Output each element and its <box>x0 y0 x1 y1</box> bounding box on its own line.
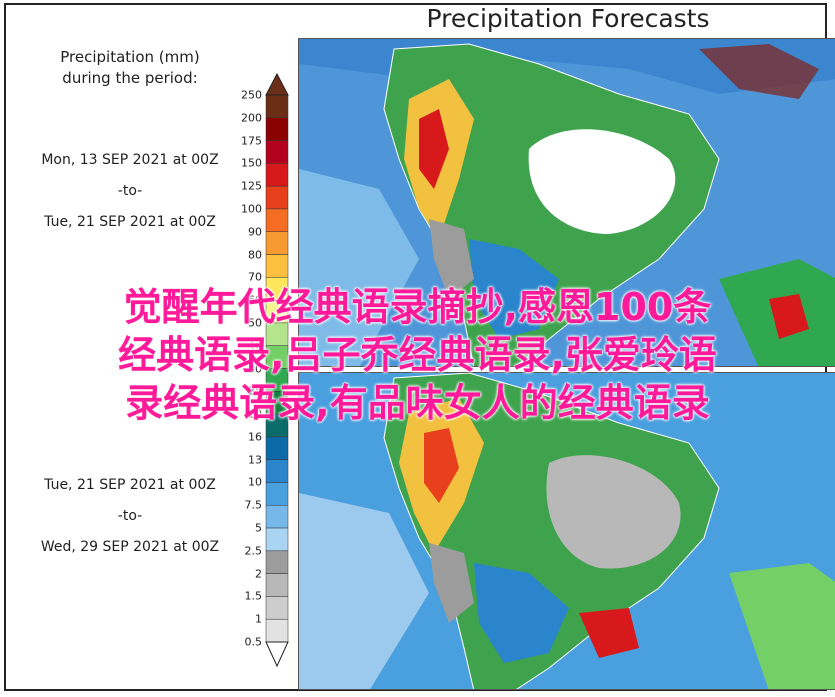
colorbar-segment <box>265 208 289 232</box>
legend-title: Precipitation (mm) during the period: <box>10 47 250 89</box>
colorbar-segment <box>265 505 289 529</box>
colorbar-segment <box>265 459 289 483</box>
colorbar-tick-label: 30 <box>248 362 262 375</box>
overlay-line-1: 觉醒年代经典语录摘抄,感恩100条 <box>123 285 712 329</box>
colorbar-tick-label: 90 <box>248 225 262 239</box>
precip-atlantic-core <box>769 294 809 339</box>
colorbar-segment <box>265 596 289 620</box>
colorbar-tick-label: 10 <box>248 475 262 489</box>
colorbar-segment <box>265 618 289 643</box>
overlay-text: 觉醒年代经典语录摘抄,感恩100条 经典语录,吕子乔经典语录,张爱玲语 录经典语… <box>0 283 835 427</box>
colorbar-tick-label: 50 <box>248 316 262 330</box>
colorbar-segment <box>265 482 289 506</box>
precip-map-1 <box>299 39 835 366</box>
colorbar-tick-label: 200 <box>241 111 262 125</box>
period-1-start: Mon, 13 SEP 2021 at 00Z <box>41 152 219 168</box>
colorbar-segment <box>265 185 289 210</box>
colorbar-top-arrow <box>265 72 289 96</box>
period-2-end: Wed, 29 SEP 2021 at 00Z <box>40 539 220 555</box>
colorbar-segment <box>265 231 289 255</box>
dry-region <box>528 129 676 234</box>
colorbar-segment <box>265 573 289 597</box>
colorbar-segment <box>265 527 289 552</box>
map-panel-1 <box>298 38 835 367</box>
map-panel-2 <box>298 372 835 690</box>
colorbar-tick-label: 1 <box>255 612 262 626</box>
colorbar-segment <box>265 254 289 278</box>
precip-atlantic <box>729 563 835 689</box>
moderate-precip-south <box>474 563 569 663</box>
colorbar-tick-label: 16 <box>248 430 262 444</box>
colorbar-tick-label: 100 <box>241 202 262 216</box>
heavy-precip-caribbean <box>699 44 819 99</box>
colorbar-tick-label: 13 <box>248 453 262 467</box>
colorbar-tick-label: 40 <box>248 339 262 353</box>
colorbar-tick-label: 175 <box>241 134 262 148</box>
period-2-separator: -to- <box>117 508 143 524</box>
colorbar-tick-label: 70 <box>248 270 262 284</box>
colorbar-tick-label: 1.5 <box>244 589 263 603</box>
colorbar-tick-label: 25 <box>248 384 262 398</box>
legend-title-line-1: Precipitation (mm) <box>60 48 200 66</box>
very-heavy-precip <box>424 428 459 503</box>
dry-region <box>546 455 681 569</box>
light-precip-area <box>429 543 474 623</box>
period-2: Tue, 21 SEP 2021 at 00Z -to- Wed, 29 SEP… <box>10 470 250 563</box>
colorbar-tick-label: 0.5 <box>244 635 263 649</box>
ocean-band-west <box>299 493 429 689</box>
colorbar-tick-label: 2.5 <box>244 544 263 558</box>
colorbar <box>265 72 289 668</box>
colorbar-tick-label: 7.5 <box>244 498 263 512</box>
colorbar-tick-label: 80 <box>248 248 262 262</box>
precip-map-2 <box>299 373 835 689</box>
overlay-line-3: 录经典语录,有品味女人的经典语录 <box>125 381 710 425</box>
colorbar-segment <box>265 140 289 164</box>
figure-title: Precipitation Forecasts <box>426 4 710 33</box>
overlay-line-2: 经典语录,吕子乔经典语录,张爱玲语 <box>118 333 717 377</box>
colorbar-tick-label: 60 <box>248 293 262 307</box>
very-heavy-precip <box>419 109 449 189</box>
colorbar-bottom-arrow <box>265 641 289 668</box>
light-precip-area <box>429 219 474 299</box>
colorbar-tick-label: 5 <box>255 521 262 535</box>
colorbar-tick-label: 150 <box>241 156 262 170</box>
period-1-separator: -to- <box>117 183 143 199</box>
moderate-precip-south <box>469 239 559 339</box>
ocean-band-west <box>299 169 419 366</box>
colorbar-segment <box>265 163 289 187</box>
period-2-start: Tue, 21 SEP 2021 at 00Z <box>44 477 216 493</box>
colorbar-tick-label: 250 <box>241 88 262 102</box>
period-1: Mon, 13 SEP 2021 at 00Z -to- Tue, 21 SEP… <box>10 145 250 238</box>
colorbar-tick-label: 125 <box>241 179 262 193</box>
legend-title-line-2: during the period: <box>62 69 198 87</box>
precip-south-core <box>579 608 639 658</box>
colorbar-segment <box>265 94 289 119</box>
colorbar-segment <box>265 550 289 574</box>
period-1-end: Tue, 21 SEP 2021 at 00Z <box>44 214 216 230</box>
colorbar-segment <box>265 436 289 460</box>
colorbar-segment <box>265 117 289 141</box>
colorbar-tick-label: 20 <box>248 407 262 421</box>
colorbar-tick-label: 2 <box>255 567 262 581</box>
